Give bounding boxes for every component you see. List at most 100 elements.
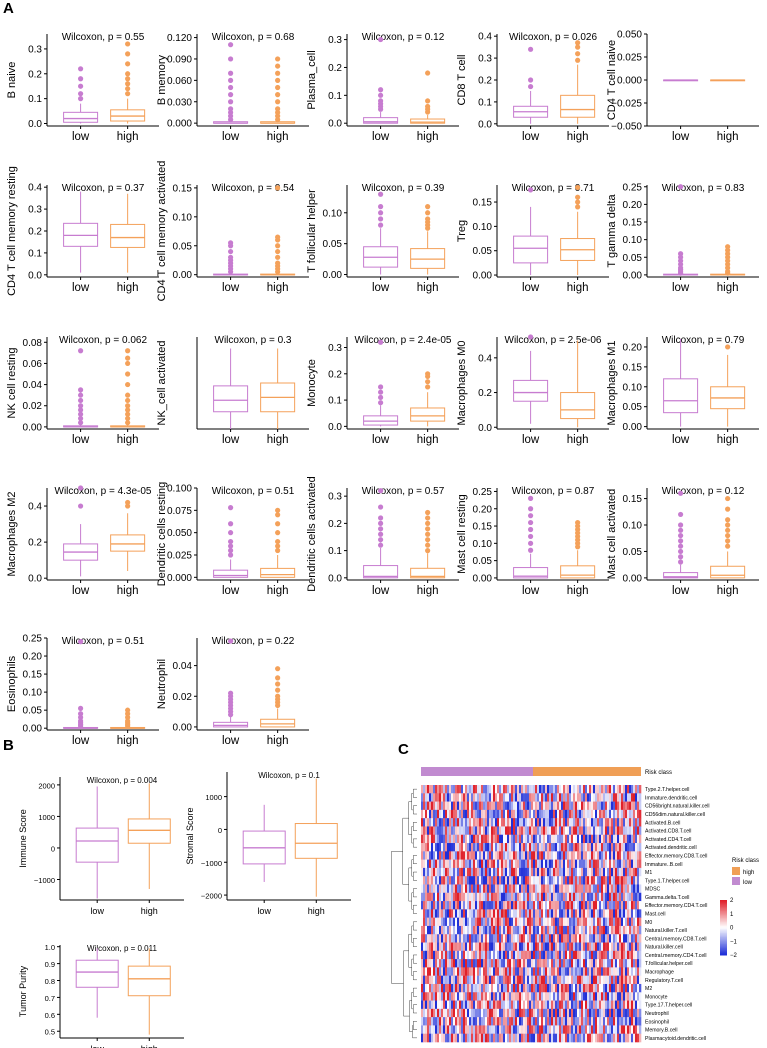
heatmap-cell [499,867,502,877]
heatmap-cell [483,892,486,902]
heatmap-row-label: M2 [645,986,652,992]
heatmap-cell [547,834,550,844]
heatmap-cell [615,818,618,827]
heatmap-cell [555,801,558,811]
heatmap-cell [503,909,506,918]
heatmap-cell [595,901,598,910]
heatmap-cell [609,925,612,935]
heatmap-cell [567,843,570,852]
heatmap-cell [553,818,556,827]
heatmap-cell [439,967,442,976]
heatmap-cell [565,942,568,952]
heatmap-cell [567,901,570,910]
heatmap-cell [463,818,466,827]
heatmap-cell [423,809,426,819]
heatmap-cell [447,834,450,844]
heatmap-cell [439,809,442,819]
heatmap-cell [603,950,606,960]
heatmap-cell [545,975,548,985]
heatmap-cell [637,934,640,943]
outlier-point [78,485,84,491]
heatmap-cell [603,785,606,794]
outlier-point [528,513,534,519]
heatmap-cell [445,1017,448,1026]
heatmap-cell [575,1033,578,1043]
heatmap-cell [637,1017,640,1026]
heatmap-cell [451,1025,454,1035]
heatmap-cell [509,826,512,836]
outlier-point [425,98,431,104]
heatmap-cell [601,1017,604,1026]
box-high [560,392,596,420]
heatmap-cell [547,1017,550,1026]
heatmap-cell [451,925,454,935]
heatmap-cell [523,834,526,844]
heatmap-cell [523,785,526,794]
heatmap-cell [577,785,580,794]
heatmap-cell [447,826,450,836]
heatmap-cell [475,826,478,836]
heatmap-cell [613,959,616,968]
heatmap-cell [499,818,502,827]
heatmap-cell [579,901,582,910]
heatmap-cell [503,892,506,902]
heatmap-cell [437,967,440,976]
heatmap-cell [437,983,440,993]
heatmap-cell [575,959,578,968]
heatmap-cell [575,1025,578,1035]
y-tick-label: 0.100 [167,484,192,495]
heatmap-cell [499,950,502,960]
heatmap-cell [603,1008,606,1018]
heatmap-cell [573,917,576,927]
heatmap-cell [497,884,500,894]
heatmap-cell [587,818,590,827]
heatmap-cell [635,1008,638,1018]
heatmap-cell [595,834,598,844]
heatmap-cell [595,925,598,935]
heatmap-cell [593,909,596,918]
heatmap-cell [427,867,430,877]
heatmap-cell [611,843,614,852]
heatmap-cell [511,859,514,869]
heatmap-cell [523,809,526,819]
heatmap-cell [497,917,500,927]
heatmap-cell [507,917,510,927]
heatmap-cell [587,1000,590,1010]
heatmap-cell [631,851,634,860]
heatmap-cell [573,884,576,894]
heatmap-cell [537,1000,540,1010]
heatmap-cell [527,809,530,819]
heatmap-cell [507,967,510,976]
heatmap-cell [535,950,538,960]
heatmap-cell [479,876,482,885]
heatmap-cell [567,1033,570,1043]
heatmap-cell [621,950,624,960]
heatmap-cell [451,917,454,927]
heatmap-cell [487,917,490,927]
heatmap-cell [615,975,618,985]
heatmap-cell [591,1017,594,1026]
heatmap-cell [543,925,546,935]
heatmap-cell [439,1017,442,1026]
heatmap-cell [497,942,500,952]
heatmap-cell [491,801,494,811]
y-tick-label: 0.10 [623,382,643,393]
heatmap-cell [471,983,474,993]
heatmap-cell [629,1008,632,1018]
heatmap-cell [589,917,592,927]
heatmap-cell [493,959,496,968]
dendrogram-branch [408,933,412,968]
heatmap-cell [565,809,568,819]
heatmap-cell [611,1008,614,1018]
heatmap-row-label: Memory.B.cell [645,1028,677,1034]
heatmap-cell [535,884,538,894]
heatmap-cell [475,843,478,852]
heatmap-cell [425,917,428,927]
heatmap-cell [595,859,598,869]
heatmap-cell [545,917,548,927]
heatmap-cell [473,859,476,869]
heatmap-cell [465,1000,468,1010]
outlier-point [125,381,131,388]
heatmap-cell [435,834,438,844]
outlier-point [425,70,431,76]
